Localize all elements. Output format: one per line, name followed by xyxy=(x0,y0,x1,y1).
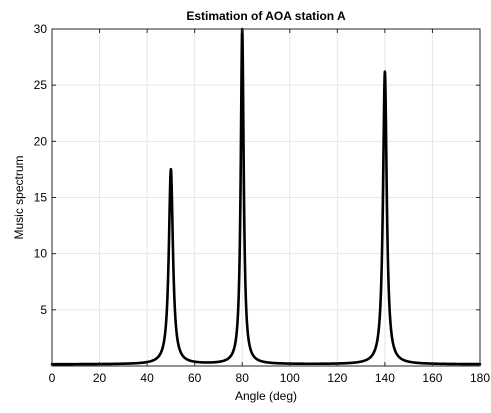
x-tick-label: 120 xyxy=(327,371,347,385)
x-tick-label: 180 xyxy=(470,371,490,385)
x-tick-label: 40 xyxy=(140,371,154,385)
y-tick-label: 10 xyxy=(34,247,48,261)
x-axis-label: Angle (deg) xyxy=(235,389,297,403)
x-tick-label: 60 xyxy=(188,371,202,385)
y-tick-label: 30 xyxy=(34,22,48,36)
chart-title: Estimation of AOA station A xyxy=(186,9,346,23)
y-tick-label: 25 xyxy=(34,78,48,92)
x-tick-labels: 0 20 40 60 80 100 120 140 160 180 xyxy=(49,371,491,385)
x-tick-label: 160 xyxy=(422,371,442,385)
x-tick-label: 0 xyxy=(49,371,56,385)
x-tick-label: 140 xyxy=(375,371,395,385)
x-tick-label: 100 xyxy=(280,371,300,385)
x-tick-label: 80 xyxy=(236,371,250,385)
x-tick-label: 20 xyxy=(93,371,107,385)
y-tick-label: 5 xyxy=(40,303,47,317)
y-tick-label: 20 xyxy=(34,134,48,148)
y-axis-label: Music spectrum xyxy=(12,155,26,239)
y-tick-label: 15 xyxy=(34,191,48,205)
y-tick-labels: 5 10 15 20 25 30 xyxy=(34,22,48,317)
